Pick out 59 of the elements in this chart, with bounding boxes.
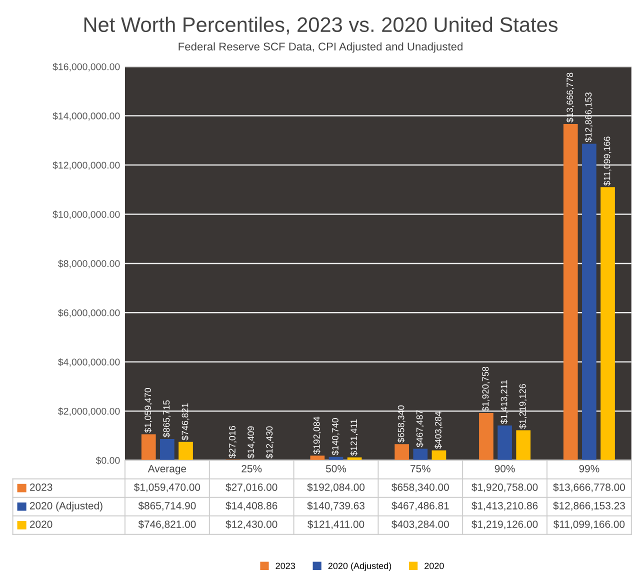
text: $12,866,153.23 [553, 502, 625, 511]
data-label: $14,409 [247, 426, 256, 458]
x-tick-label: 50% [326, 464, 346, 472]
data-label: $121,411 [350, 419, 358, 456]
data-label: $403,284 [434, 412, 442, 449]
data-label: $865,715 [162, 400, 171, 438]
text: $467,486.81 [392, 502, 449, 511]
data-label: $12,430 [266, 426, 274, 459]
x-tick-label: Average [148, 465, 186, 474]
text: 2023 [276, 562, 296, 570]
data-label: $192,084 [313, 416, 321, 454]
y-tick-label: $6,000,000.00 [58, 308, 120, 318]
data-label: $467,487 [416, 410, 424, 448]
text: 2020 (Adjusted) [328, 562, 392, 571]
text: $27,016.00 [226, 483, 278, 492]
x-tick-label: 75% [410, 465, 430, 472]
y-tick-label: $10,000,000.00 [52, 210, 120, 219]
text: $192,084.00 [307, 483, 365, 492]
y-tick-label: $8,000,000.00 [58, 260, 120, 268]
text: $865,714.90 [138, 502, 196, 511]
legend-label: 2023 [30, 484, 52, 491]
text: $1,920,758.00 [472, 483, 538, 492]
text: $12,430.00 [226, 520, 278, 530]
y-tick-label: $14,000,000.00 [52, 112, 120, 121]
text: $1,413,210.86 [472, 502, 538, 511]
data-label: $1,920,758 [482, 366, 490, 412]
text: $658,340.00 [392, 483, 449, 492]
x-tick-label: 25% [242, 464, 262, 472]
text: $746,821.00 [138, 520, 196, 530]
data-label: $11,099,166 [603, 136, 612, 186]
y-tick-label: $2,000,000.00 [58, 407, 120, 416]
text: $11,099,166.00 [553, 520, 625, 530]
data-label: $12,866,153 [584, 92, 593, 142]
data-label: $140,740 [332, 418, 340, 456]
legend-label: 2020 (Adjusted) [30, 502, 102, 512]
y-tick-label: $12,000,000.00 [52, 161, 120, 170]
data-label: $746,821 [181, 403, 190, 440]
text: $1,059,470.00 [134, 483, 200, 492]
y-tick-label: $16,000,000.00 [52, 62, 120, 72]
text: $14,408.86 [226, 502, 278, 511]
chart-title: Net Worth Percentiles, 2023 vs. 2020 United States [84, 16, 558, 35]
data-label: $27,016 [228, 426, 237, 458]
x-tick-label: 90% [494, 464, 515, 472]
data-label: $1,059,470 [144, 388, 152, 433]
x-tick-label: 99% [579, 464, 600, 472]
text: $403,284.00 [392, 520, 449, 530]
data-label: $658,340 [397, 405, 406, 443]
text: $1,219,126.00 [472, 520, 538, 530]
data-label: $13,666,778 [566, 72, 574, 123]
data-label: $1,413,211 [500, 380, 508, 424]
text: $121,411.00 [308, 520, 364, 530]
legend-label: 2020 [424, 562, 444, 570]
text: $140,739.63 [307, 502, 364, 511]
y-tick-label: $4,000,000.00 [58, 358, 120, 367]
text: 2020 [30, 520, 52, 528]
chart-subtitle: Federal Reserve SCF Data, CPI Adjusted and Unadjusted [178, 42, 462, 53]
y-tick-label: $0.00 [96, 456, 120, 464]
data-label: $1,219,126 [519, 384, 527, 429]
text: $13,666,778.00 [553, 483, 625, 492]
